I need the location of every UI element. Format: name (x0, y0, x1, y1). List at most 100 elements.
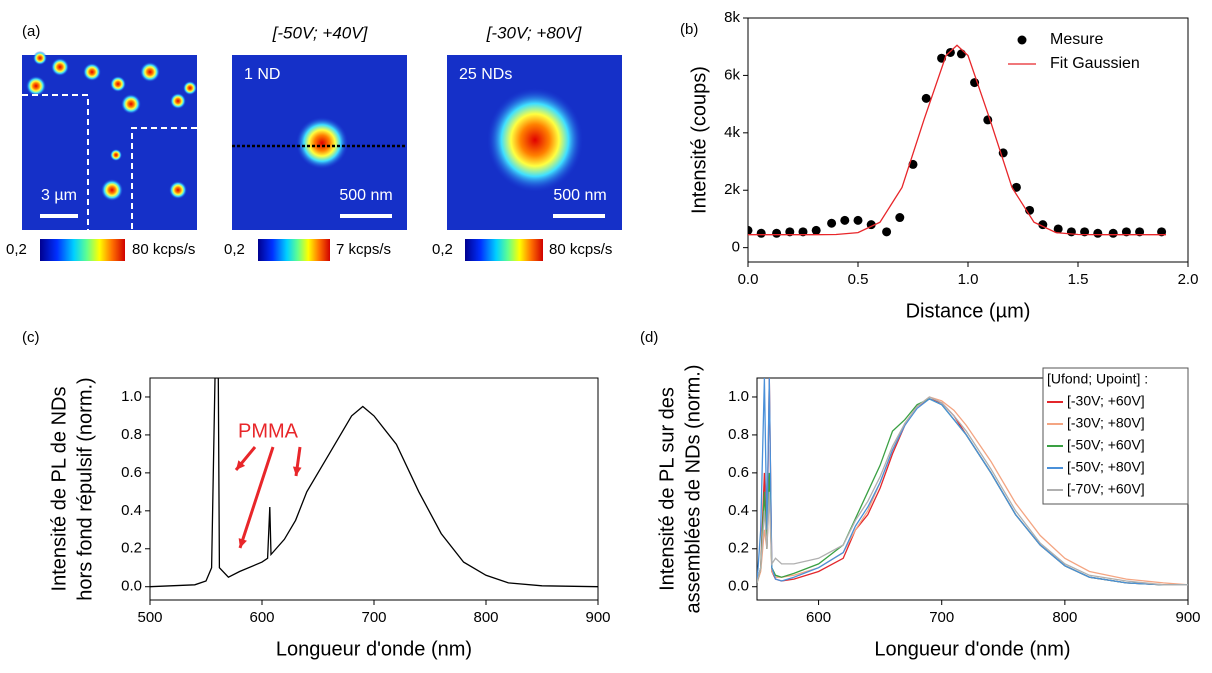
y-tick-label: 0.8 (728, 426, 749, 443)
data-point (882, 227, 892, 237)
panel-label: (a) (22, 23, 40, 40)
x-axis-label: Longueur d'onde (nm) (276, 638, 472, 660)
x-tick-label: 700 (361, 609, 386, 626)
x-axis-label: Longueur d'onde (nm) (874, 638, 1070, 660)
legend-label: [-50V; +60V] (1067, 437, 1145, 453)
y-axis-label: assemblées de NDs (norm.) (682, 365, 704, 614)
data-line (757, 396, 1188, 586)
data-point (1053, 224, 1063, 234)
x-tick-label: 500 (137, 609, 162, 626)
scale-bar-label: 500 nm (553, 187, 606, 204)
image-title: [-30V; +80V] (486, 23, 583, 42)
colorbar-min: 0,2 (6, 241, 27, 258)
y-tick-label: 2k (724, 181, 740, 198)
plot-frame (149, 377, 599, 601)
x-tick-label: 600 (249, 609, 274, 626)
y-tick-label: 0.0 (121, 578, 142, 595)
y-tick-label: 0.2 (728, 540, 749, 557)
y-axis-label: Intensité (coups) (688, 66, 710, 214)
y-tick-label: 0.4 (728, 502, 749, 519)
data-point (1011, 182, 1021, 192)
data-point (956, 49, 966, 59)
y-axis-label: Intensité de PL de NDs (48, 387, 70, 592)
data-point (748, 225, 753, 235)
y-tick-label: 8k (724, 9, 740, 26)
legend-label: [-50V; +80V] (1067, 459, 1145, 475)
data-line (150, 378, 598, 588)
y-tick-label: 0.4 (121, 502, 142, 519)
arrow-head (236, 460, 246, 470)
y-tick-label: 0.0 (728, 578, 749, 595)
arrow-head (292, 466, 302, 476)
arrow (238, 446, 275, 549)
x-tick-label: 800 (473, 609, 498, 626)
x-tick-label: 900 (1175, 609, 1200, 626)
data-point (853, 215, 863, 225)
x-tick-label: 2.0 (1178, 271, 1199, 288)
y-tick-label: 0 (732, 239, 740, 256)
data-point (983, 115, 993, 125)
image-title: [-50V; +40V] (272, 23, 369, 42)
legend-label: Fit Gaussien (1050, 55, 1140, 72)
y-tick-label: 1.0 (728, 388, 749, 405)
legend-title: [Ufond; Upoint] : (1047, 371, 1148, 387)
image-label: 25 NDs (459, 66, 512, 83)
x-tick-label: 600 (806, 609, 831, 626)
colorbar-min: 0,2 (224, 241, 245, 258)
x-tick-label: 1.5 (1068, 271, 1089, 288)
x-tick-label: 0.0 (738, 271, 759, 288)
legend-label: [-30V; +60V] (1067, 393, 1145, 409)
colorbar-max: 7 kcps/s (336, 241, 391, 258)
data-line (748, 44, 1166, 236)
y-axis-label: Intensité de PL sur des (656, 387, 678, 591)
y-tick-label: 0.2 (121, 540, 142, 557)
y-tick-label: 0.6 (728, 464, 749, 481)
image: 3 µm (22, 51, 197, 230)
scale-bar-label: 500 nm (339, 187, 392, 204)
legend-label: [-70V; +60V] (1067, 481, 1145, 497)
colorbar-max: 80 kcps/s (549, 241, 612, 258)
image: [-30V; +80V] 25 NDs 500 nm (447, 23, 622, 230)
x-tick-label: 800 (1052, 609, 1077, 626)
plot-area (150, 378, 598, 588)
legend-label: [-30V; +80V] (1067, 415, 1145, 431)
data-point (827, 218, 837, 228)
x-tick-label: 1.0 (958, 271, 979, 288)
colorbar: 0,2 80 kcps/s 0,2 7 kcps/s 0,2 80 kcps/s (6, 239, 612, 261)
panel-label: (c) (22, 329, 40, 346)
panel-label: (b) (680, 21, 698, 38)
x-tick-label: 900 (585, 609, 610, 626)
legend-box (1042, 367, 1189, 505)
x-axis-label: Distance (µm) (906, 300, 1031, 322)
panel-label: (d) (640, 329, 658, 346)
legend-label: Mesure (1050, 31, 1103, 48)
y-tick-label: 6k (724, 66, 740, 83)
y-tick-label: 4k (724, 124, 740, 141)
data-point (1066, 227, 1076, 237)
image-label: 1 ND (244, 66, 280, 83)
data-point (772, 228, 782, 238)
data-point (756, 228, 766, 238)
annotation: PMMA (238, 420, 299, 442)
colorbar-max: 80 kcps/s (132, 241, 195, 258)
data-point (921, 93, 931, 103)
plot-area (757, 378, 1188, 586)
plot-area (748, 44, 1167, 238)
y-tick-label: 0.8 (121, 426, 142, 443)
scale-bar-label: 3 µm (41, 187, 77, 204)
image: [-50V; +40V] 1 ND 500 nm (232, 23, 407, 230)
data-point (840, 215, 850, 225)
y-tick-label: 1.0 (121, 388, 142, 405)
y-axis-label: hors fond répulsif (norm.) (74, 377, 96, 600)
legend-swatch (1017, 35, 1027, 45)
data-point (1108, 228, 1118, 238)
data-point (895, 213, 905, 223)
data-point (1093, 228, 1103, 238)
colorbar-min: 0,2 (432, 241, 453, 258)
data-point (811, 225, 821, 235)
y-tick-label: 0.6 (121, 464, 142, 481)
x-tick-label: 700 (929, 609, 954, 626)
arrow-head (238, 538, 247, 548)
data-line (757, 378, 1188, 586)
